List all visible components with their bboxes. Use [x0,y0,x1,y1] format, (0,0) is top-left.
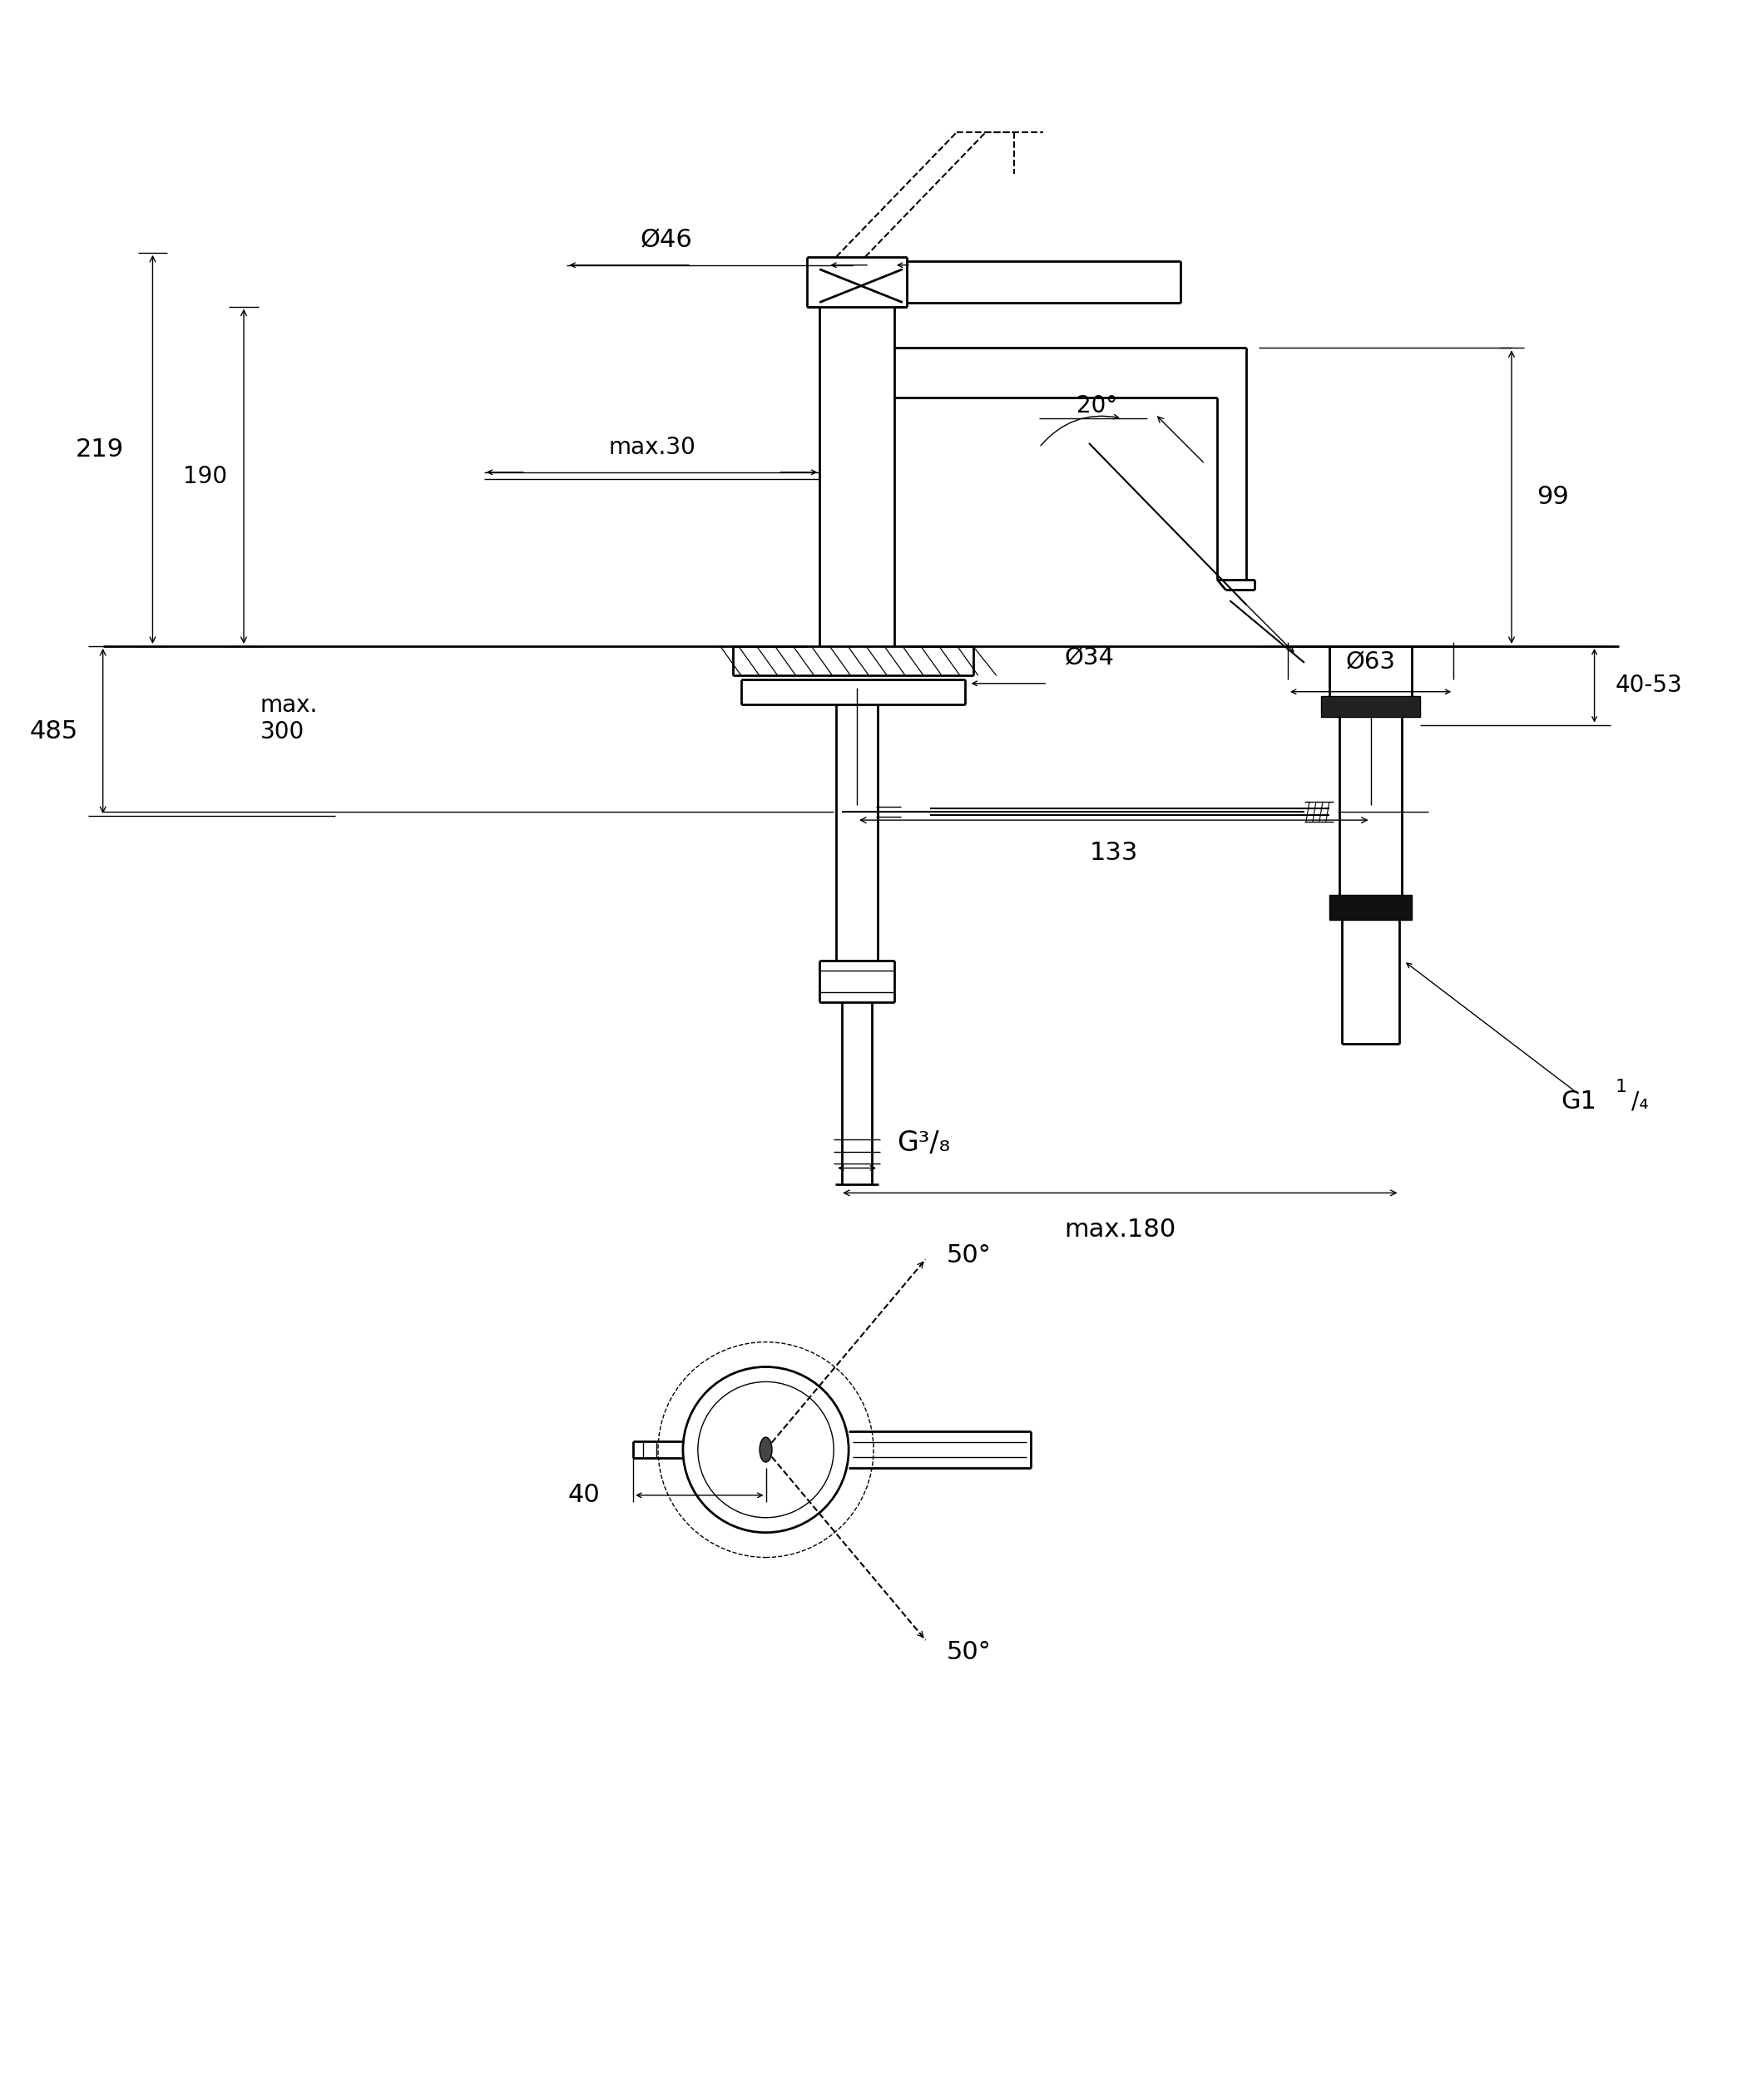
Text: max.30: max.30 [608,435,696,460]
Text: 485: 485 [30,718,79,743]
Text: 20°: 20° [1077,395,1118,418]
Text: G³/₈: G³/₈ [897,1130,950,1157]
Text: 50°: 50° [946,1243,992,1266]
Text: Ø34: Ø34 [1063,647,1114,670]
Text: /₄: /₄ [1631,1090,1649,1113]
Bar [1330,895,1412,920]
Text: 190: 190 [182,464,228,487]
Ellipse shape [760,1436,773,1462]
Bar [1321,695,1421,716]
Text: 40: 40 [568,1483,601,1508]
Text: G1: G1 [1561,1090,1598,1113]
Text: 99: 99 [1537,485,1568,508]
Text: 133: 133 [1090,840,1139,865]
Text: 40-53: 40-53 [1615,674,1682,697]
Text: max.180: max.180 [1063,1218,1176,1241]
Text: max.
300: max. 300 [261,693,319,743]
Text: Ø63: Ø63 [1346,651,1396,674]
Text: 1: 1 [1615,1079,1628,1096]
Text: 50°: 50° [946,1640,992,1665]
Text: Ø46: Ø46 [639,229,692,252]
Text: 219: 219 [75,437,124,462]
